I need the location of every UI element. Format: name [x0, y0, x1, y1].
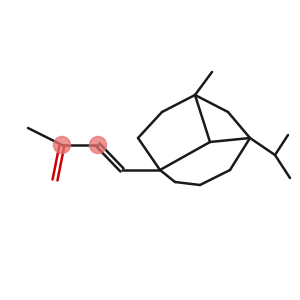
- Circle shape: [89, 136, 106, 154]
- Circle shape: [53, 136, 70, 154]
